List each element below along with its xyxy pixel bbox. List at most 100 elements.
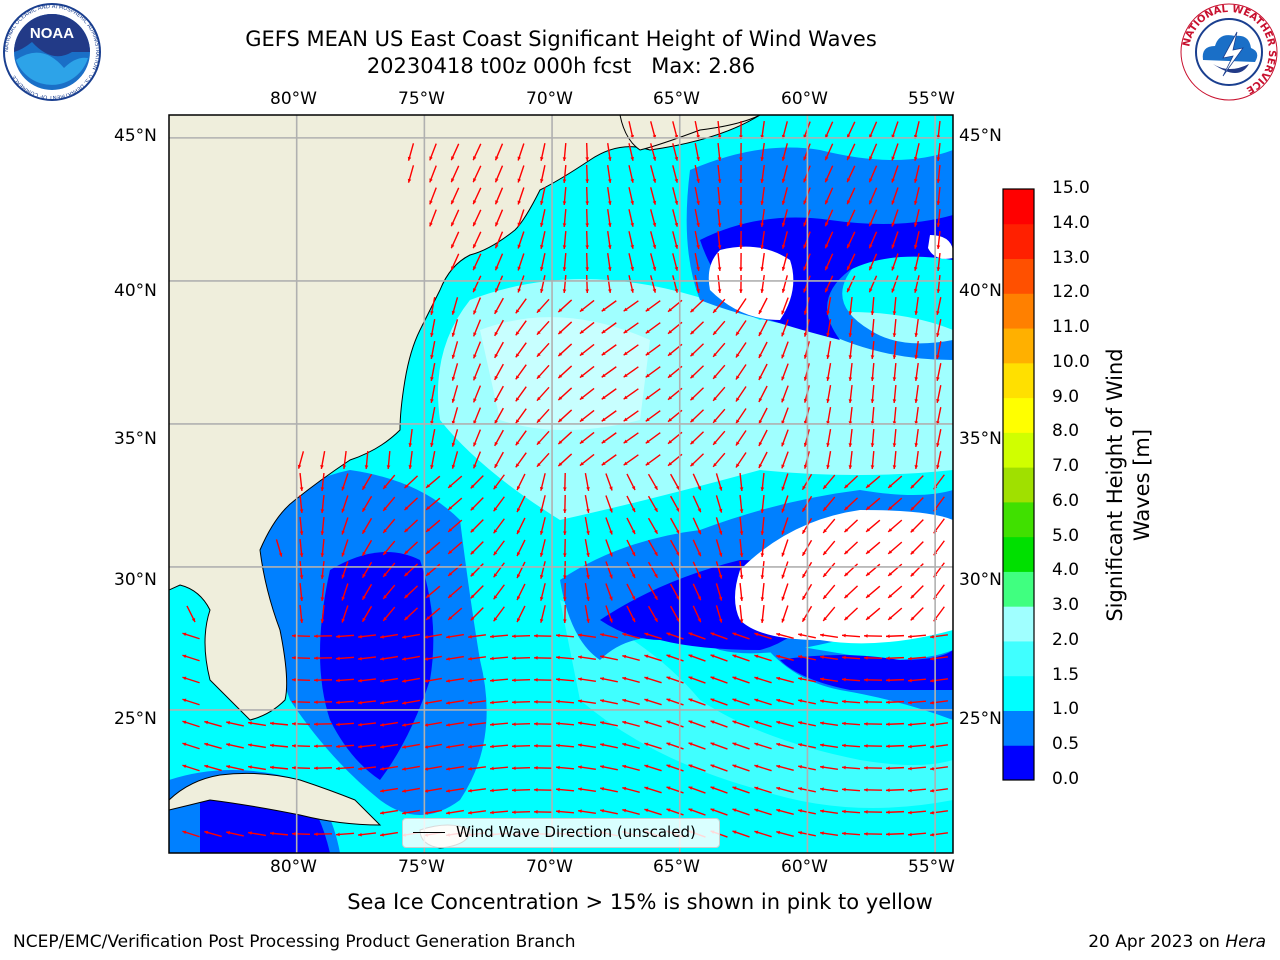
wave-direction-arrowhead xyxy=(429,178,433,183)
wave-direction-arrowhead xyxy=(383,529,387,533)
wave-direction-arrowhead xyxy=(380,679,384,683)
wave-direction-arrowhead xyxy=(490,634,494,639)
wave-direction-arrowhead xyxy=(781,156,786,161)
wave-direction-arrowhead xyxy=(668,396,672,400)
wave-direction-arrowhead xyxy=(848,421,853,425)
colorbar-tick-label: 9.0 xyxy=(1052,386,1080,407)
wave-direction-arrowhead xyxy=(690,462,695,467)
wave-direction-arrowhead xyxy=(402,635,406,639)
wave-direction-arrowhead xyxy=(644,808,649,813)
wave-direction-arrowhead xyxy=(652,156,657,161)
wave-direction-arrowhead xyxy=(713,330,717,335)
wave-direction-arrowhead xyxy=(429,156,433,161)
wave-direction-arrowhead xyxy=(826,355,830,359)
wave-direction-arrowhead xyxy=(688,676,693,680)
wave-direction-arrowhead xyxy=(718,574,723,579)
wave-direction-arrowhead xyxy=(468,700,472,705)
wave-direction-arrowhead xyxy=(732,720,737,724)
wave-direction-arrowhead xyxy=(473,200,477,205)
wave-direction-arrowhead xyxy=(536,462,541,467)
wave-direction-arrowhead xyxy=(732,632,737,636)
wave-direction-arrowhead xyxy=(870,377,875,381)
wave-direction-arrowhead xyxy=(336,700,340,705)
wave-direction-arrowhead xyxy=(451,464,456,469)
wave-direction-arrowhead xyxy=(556,633,560,638)
wave-direction-arrowhead xyxy=(886,788,890,793)
wave-direction-arrowhead xyxy=(558,374,563,379)
wave-direction-arrowhead xyxy=(697,486,701,491)
wave-direction-arrowhead xyxy=(490,700,494,705)
wave-direction-arrowhead xyxy=(358,634,362,639)
lat-label-right: 45°N xyxy=(959,126,1002,146)
wave-direction-arrowhead xyxy=(516,552,521,557)
wave-direction-arrowhead xyxy=(652,244,657,249)
wave-direction-arrowhead xyxy=(758,310,763,315)
wave-direction-arrowhead xyxy=(713,396,717,401)
wave-direction-arrowhead xyxy=(781,332,785,337)
wave-direction-arrowhead xyxy=(600,699,605,703)
lon-label-top: 80°W xyxy=(270,89,317,109)
wave-direction-arrowhead xyxy=(869,244,873,249)
wave-direction-arrowhead xyxy=(936,310,940,315)
wave-direction-arrowhead xyxy=(823,616,827,621)
colorbar-tick-label: 14.0 xyxy=(1052,212,1090,233)
wave-direction-arrowhead xyxy=(586,531,590,535)
lat-label-right: 35°N xyxy=(959,429,1002,449)
wave-direction-arrowhead xyxy=(540,178,544,183)
wave-direction-arrowhead xyxy=(776,720,781,725)
wave-direction-arrowhead xyxy=(802,507,806,512)
wave-direction-arrowhead xyxy=(697,530,701,535)
wave-direction-arrowhead xyxy=(886,656,890,661)
wave-direction-arrowhead xyxy=(292,633,296,638)
wave-direction-arrowhead xyxy=(823,528,827,533)
wave-direction-arrowhead xyxy=(448,550,453,554)
wave-direction-arrowhead xyxy=(820,677,824,682)
wave-direction-arrowhead xyxy=(494,463,498,468)
wave-direction-arrowhead xyxy=(847,222,851,227)
wave-direction-arrowhead xyxy=(803,464,808,469)
wave-direction-arrowhead xyxy=(820,809,824,814)
colorbar-segment xyxy=(1003,362,1034,399)
wave-direction-arrowhead xyxy=(430,354,434,359)
wave-direction-arrowhead xyxy=(451,222,455,227)
wave-direction-arrowhead xyxy=(654,529,658,534)
wave-direction-arrowhead xyxy=(320,487,325,491)
wave-direction-arrowhead xyxy=(623,461,628,466)
wave-direction-arrowhead xyxy=(776,786,781,791)
wave-direction-arrowhead xyxy=(820,655,824,660)
wave-direction-arrowhead xyxy=(914,465,919,469)
wave-direction-arrowhead xyxy=(516,596,521,601)
wave-direction-arrowhead xyxy=(383,617,387,621)
wave-direction-arrowhead xyxy=(600,633,605,637)
wave-direction-arrowhead xyxy=(336,832,340,837)
wave-direction-arrowhead xyxy=(760,531,765,535)
wave-direction-arrowhead xyxy=(451,200,455,205)
wave-direction-arrowhead xyxy=(739,267,743,271)
wave-direction-arrowhead xyxy=(622,742,627,747)
wave-direction-arrowhead xyxy=(579,329,584,334)
wave-direction-arrowhead xyxy=(739,179,743,183)
wave-direction-arrowhead xyxy=(182,654,187,659)
wave-direction-arrowhead xyxy=(630,156,634,161)
wave-direction-arrowhead xyxy=(754,764,759,769)
svg-text:NOAA: NOAA xyxy=(30,25,74,42)
wave-direction-arrowhead xyxy=(718,618,723,623)
wave-direction-arrowhead xyxy=(314,832,318,836)
wave-direction-arrowhead xyxy=(314,634,318,638)
colorbar-segment xyxy=(1003,710,1034,746)
wave-direction-arrowhead xyxy=(515,463,520,468)
wave-direction-arrowhead xyxy=(270,765,274,770)
wave-direction-arrowhead xyxy=(913,178,918,183)
wave-direction-arrowhead xyxy=(631,486,636,491)
wave-direction-arrowhead xyxy=(739,531,744,535)
wave-direction-arrowhead xyxy=(558,396,563,401)
colorbar-tick-label: 0.0 xyxy=(1052,769,1080,789)
wave-direction-arrowhead xyxy=(380,767,384,771)
wave-direction-arrowhead xyxy=(446,767,450,771)
wave-direction-arrowhead xyxy=(558,440,563,445)
wave-direction-arrowhead xyxy=(732,808,737,812)
wave-direction-arrowhead xyxy=(668,374,672,378)
wave-direction-arrowhead xyxy=(495,156,499,161)
wave-direction-arrowhead xyxy=(842,633,846,638)
wave-direction-arrowhead xyxy=(866,550,871,554)
